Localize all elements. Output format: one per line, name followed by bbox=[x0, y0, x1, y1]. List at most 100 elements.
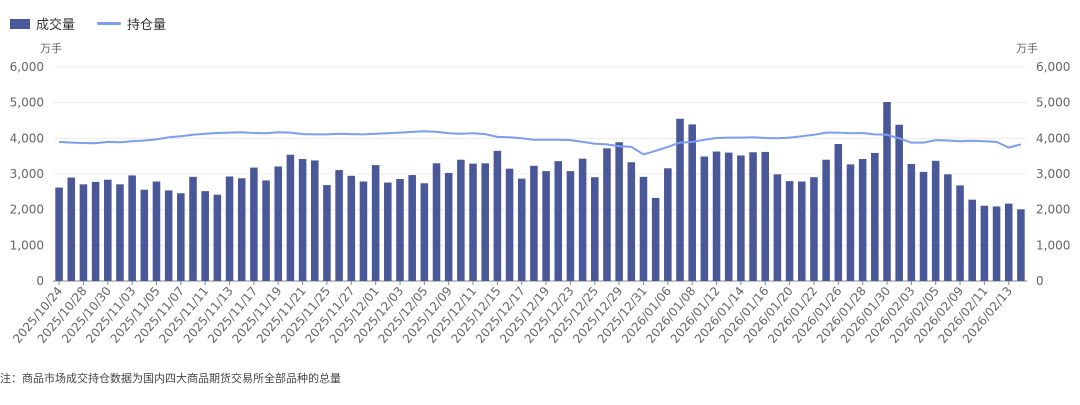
legend-item-open-interest[interactable]: 持仓量 bbox=[97, 14, 166, 33]
volume-bar bbox=[444, 172, 453, 281]
y-tick-label-left: 3,000 bbox=[10, 167, 44, 181]
volume-bar bbox=[262, 180, 270, 281]
volume-bar bbox=[810, 177, 818, 281]
volume-bar bbox=[639, 176, 648, 281]
volume-bar bbox=[627, 162, 636, 281]
volume-bar bbox=[493, 150, 502, 281]
legend-line-swatch bbox=[97, 22, 122, 25]
volume-bar bbox=[79, 184, 88, 281]
volume-bar bbox=[664, 168, 672, 281]
volume-bar bbox=[688, 124, 696, 281]
volume-bar bbox=[591, 177, 599, 281]
volume-bar bbox=[335, 170, 343, 281]
volume-bar bbox=[116, 184, 124, 281]
volume-bar bbox=[846, 164, 855, 281]
volume-bar bbox=[980, 205, 989, 281]
volume-bar bbox=[91, 181, 100, 281]
volume-bar bbox=[152, 181, 161, 281]
volume-bar bbox=[554, 161, 563, 281]
volume-bar bbox=[371, 165, 380, 281]
volume-bar bbox=[55, 187, 63, 281]
volume-bar bbox=[67, 177, 76, 281]
volume-bar bbox=[578, 158, 587, 281]
y-tick-label-left: 6,000 bbox=[10, 60, 44, 74]
volume-bar bbox=[907, 164, 916, 281]
volume-bar bbox=[968, 199, 976, 281]
volume-bar bbox=[396, 178, 404, 281]
volume-bar bbox=[871, 152, 879, 281]
y-tick-label-left: 1,000 bbox=[10, 238, 44, 252]
volume-bar bbox=[310, 160, 319, 281]
volume-bar bbox=[481, 163, 489, 281]
volume-bar bbox=[250, 167, 258, 281]
volume-bar bbox=[883, 101, 891, 281]
volume-bar bbox=[603, 148, 611, 281]
volume-bar bbox=[724, 152, 733, 281]
volume-bar bbox=[858, 159, 867, 281]
volume-bar bbox=[213, 194, 222, 281]
volume-bar bbox=[517, 178, 526, 281]
legend-item-volume[interactable]: 成交量 bbox=[10, 14, 75, 33]
chart-legend: 成交量 持仓量 bbox=[10, 14, 188, 33]
volume-bar bbox=[700, 156, 709, 281]
volume-bar bbox=[177, 193, 185, 281]
volume-bar bbox=[797, 181, 806, 281]
legend-oi-label: 持仓量 bbox=[127, 18, 167, 33]
legend-volume-label: 成交量 bbox=[36, 18, 76, 33]
volume-bar bbox=[164, 190, 173, 281]
volume-bar bbox=[785, 181, 794, 281]
y-tick-label-left: 2,000 bbox=[10, 203, 44, 217]
volume-bar bbox=[104, 179, 112, 281]
volume-bar bbox=[615, 142, 623, 281]
y-tick-label-left: 4,000 bbox=[10, 131, 44, 145]
volume-bar bbox=[347, 175, 356, 281]
volume-bar bbox=[420, 183, 429, 281]
volume-bar bbox=[225, 176, 234, 281]
y-tick-label-right: 6,000 bbox=[1036, 60, 1070, 74]
volume-bar bbox=[651, 197, 660, 281]
volume-bar bbox=[944, 174, 952, 281]
volume-bar bbox=[530, 165, 538, 281]
y-tick-label-right: 3,000 bbox=[1036, 167, 1070, 181]
volume-bar bbox=[359, 181, 368, 281]
volume-bar bbox=[384, 182, 392, 281]
y-tick-label-left: 0 bbox=[36, 274, 44, 288]
legend-bar-swatch bbox=[10, 18, 30, 29]
volume-bar bbox=[1017, 209, 1025, 281]
left-axis-unit: 万手 bbox=[40, 42, 62, 55]
volume-bar bbox=[457, 159, 465, 281]
volume-bar bbox=[286, 154, 295, 281]
volume-bar bbox=[140, 189, 149, 281]
volume-bar bbox=[505, 168, 514, 281]
volume-bar bbox=[992, 206, 1001, 281]
volume-bar bbox=[189, 176, 197, 281]
volume-bar bbox=[469, 163, 477, 281]
volume-bar bbox=[931, 160, 940, 281]
y-tick-label-right: 0 bbox=[1036, 274, 1044, 288]
volume-bar bbox=[712, 151, 721, 281]
volume-bar bbox=[542, 171, 550, 281]
y-tick-label-left: 5,000 bbox=[10, 96, 44, 110]
volume-bar bbox=[773, 174, 782, 281]
volume-bar bbox=[749, 152, 757, 281]
volume-bar bbox=[895, 124, 903, 281]
y-tick-label-right: 2,000 bbox=[1036, 203, 1070, 217]
volume-bar bbox=[274, 166, 283, 281]
y-tick-label-right: 4,000 bbox=[1036, 131, 1070, 145]
volume-bar bbox=[761, 151, 770, 281]
volume-bar bbox=[676, 118, 684, 281]
open-interest-line bbox=[59, 130, 1022, 156]
footnote: 注：商品市场成交持仓数据为国内四大商品期货交易所全部品种的总量 bbox=[0, 372, 341, 385]
volume-bar bbox=[323, 185, 331, 281]
volume-bar bbox=[956, 185, 964, 281]
volume-bar bbox=[237, 178, 246, 281]
volume-bar bbox=[919, 171, 928, 281]
volume-bar bbox=[737, 155, 745, 281]
volume-bar bbox=[298, 159, 307, 281]
volume-bar bbox=[201, 191, 209, 281]
right-axis-unit: 万手 bbox=[1016, 42, 1038, 55]
y-tick-label-right: 1,000 bbox=[1036, 238, 1070, 252]
volume-bar bbox=[566, 171, 575, 281]
volume-bar bbox=[408, 175, 416, 281]
